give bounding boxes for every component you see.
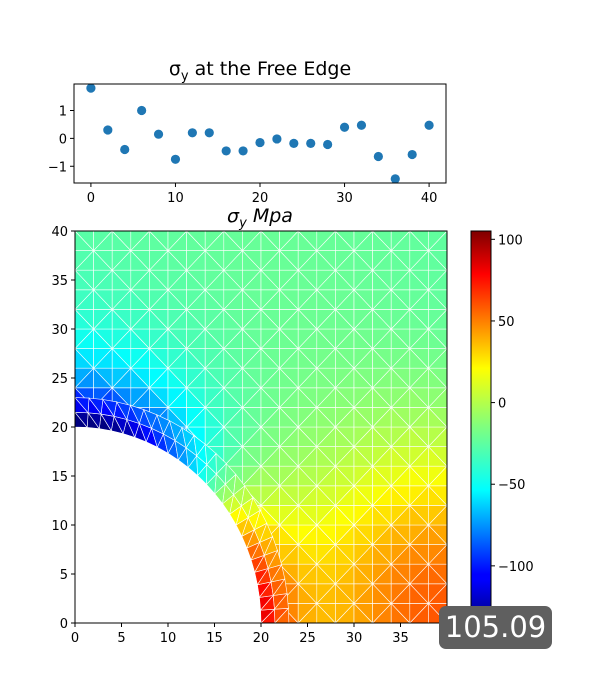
mesh-element (143, 409, 158, 430)
scatter-y-tick-label: −1 (48, 160, 67, 175)
mesh-element (102, 399, 118, 418)
mesh-element (215, 452, 227, 475)
mesh-element (233, 473, 246, 496)
mesh-x-tick-label: 0 (71, 631, 79, 646)
mesh-element (247, 497, 261, 519)
mesh-y-tick-label: 25 (51, 372, 68, 387)
colorbar: −100 −50 0 50 100 (470, 230, 534, 624)
scatter-y-tick-label: 0 (59, 132, 67, 147)
mesh-element (204, 443, 217, 466)
mesh-element (272, 578, 288, 596)
mesh-element (181, 427, 195, 449)
colorbar-gradient (470, 230, 492, 624)
mesh-element (240, 485, 254, 507)
colorbar-tick-label: −50 (498, 478, 525, 493)
scatter-point (137, 105, 147, 116)
scatter-y-tick-label: 1 (59, 104, 67, 119)
mesh-y-tick-label: 15 (51, 470, 68, 485)
mesh-element (74, 397, 90, 414)
mesh-element (224, 462, 237, 485)
scatter-point (153, 129, 164, 139)
mesh-y-tick-label: 30 (51, 323, 68, 338)
scatter-point (204, 128, 214, 138)
mesh-element (88, 397, 104, 415)
scatter-point (103, 125, 113, 135)
scatter-x-tick-label: 10 (167, 191, 184, 206)
mesh-element (273, 592, 289, 610)
mesh-element (129, 404, 145, 425)
scatter-point (390, 174, 400, 184)
mesh-element (253, 509, 268, 531)
mesh-y-tick-label: 0 (60, 617, 68, 632)
scatter-point (86, 83, 96, 93)
mesh-element (267, 549, 282, 569)
scatter-point (187, 128, 197, 138)
mesh-element (156, 414, 170, 435)
mesh-element (270, 563, 286, 583)
scatter-point (407, 149, 417, 160)
mesh-element (116, 401, 131, 421)
mesh-x-tick-label: 10 (160, 631, 177, 646)
scatter-x-tick-label: 20 (252, 191, 269, 206)
hole-region (75, 427, 261, 623)
mesh-x-tick-label: 20 (253, 631, 270, 646)
scatter-point (356, 120, 367, 130)
scatter-point (339, 122, 350, 132)
mesh-frame (74, 230, 448, 624)
colorbar-tick-label: 50 (498, 315, 515, 330)
scatter-x-tick-label: 0 (87, 191, 95, 206)
scatter-plot-area: 0 10 20 30 40 −1 0 1 (48, 83, 438, 206)
mesh-element (259, 522, 273, 543)
colorbar-tick-label: 100 (498, 233, 523, 248)
scatter-point (289, 138, 299, 148)
mesh-x-tick-label: 30 (346, 631, 363, 646)
scatter-point (238, 146, 248, 156)
scatter-point (170, 154, 181, 164)
scatter-point (255, 137, 265, 148)
scatter-x-tick-label: 40 (421, 191, 438, 206)
mesh-y-tick-label: 40 (51, 225, 68, 240)
mesh-element (263, 535, 278, 556)
scatter-chart: σy at the Free Edge 0 10 20 30 40 −1 0 1 (48, 58, 447, 206)
mesh-y-tick-label: 20 (51, 421, 68, 436)
mesh-y-tick-label: 5 (60, 568, 68, 583)
stress-map-chart: σy Mpa 05101520253035400510152025303540 (51, 205, 455, 646)
scatter-point (373, 151, 383, 162)
scatter-point (424, 120, 434, 130)
mesh-element (193, 434, 206, 457)
mesh-y-tick-label: 10 (51, 519, 68, 534)
mesh-x-tick-label: 5 (117, 631, 125, 646)
mesh-x-tick-label: 15 (206, 631, 223, 646)
mesh-x-tick-label: 25 (299, 631, 316, 646)
mesh-y-tick-label: 35 (51, 274, 68, 289)
scatter-point (323, 139, 333, 150)
colorbar-ticks: −100 −50 0 50 100 (491, 233, 534, 575)
mesh-plot-area: 05101520253035400510152025303540 (51, 225, 455, 646)
scatter-title: σy at the Free Edge (169, 58, 351, 84)
scatter-x-tick-label: 30 (336, 191, 353, 206)
scatter-point (306, 138, 316, 148)
colorbar-tick-label: −100 (498, 560, 534, 575)
colorbar-tick-label: 0 (498, 397, 506, 412)
stress-map-title: σy Mpa (227, 205, 293, 231)
mesh-element (169, 420, 183, 442)
value-readout-badge: 105.09 (439, 606, 552, 649)
scatter-point (272, 134, 282, 144)
mesh-x-tick-label: 35 (392, 631, 409, 646)
scatter-point (221, 146, 231, 156)
scatter-point (120, 144, 130, 155)
scatter-frame (73, 83, 447, 184)
